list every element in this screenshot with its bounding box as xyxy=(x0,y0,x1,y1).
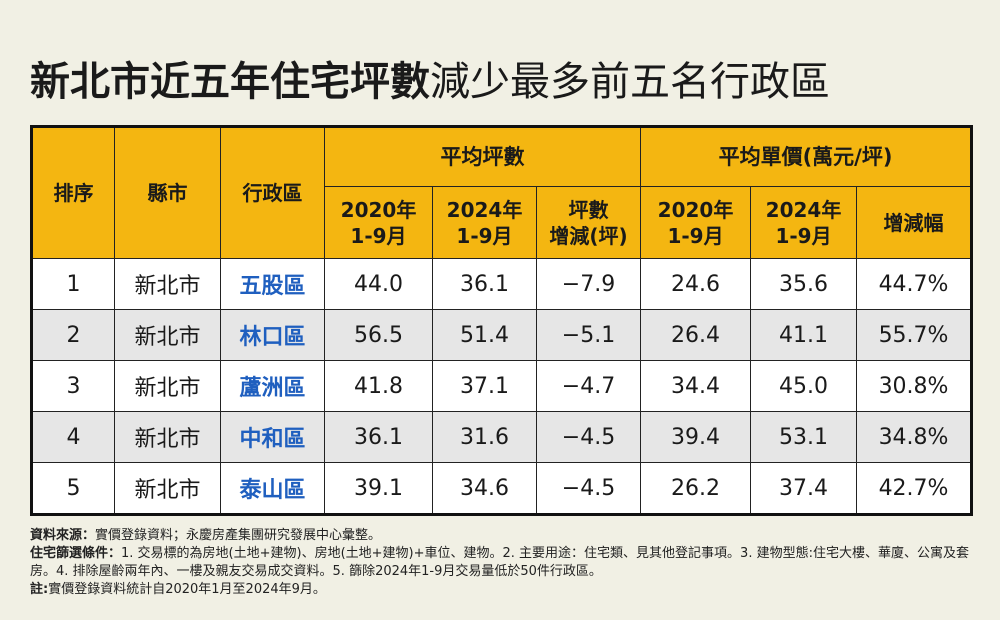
header-line: 增減幅 xyxy=(883,210,944,235)
criteria-text: 1. 交易標的為房地(土地+建物)、房地(土地+建物)+車位、建物。2. 主要用… xyxy=(30,546,969,579)
page-title: 新北市近五年住宅坪數減少最多前五名行政區 xyxy=(30,58,830,106)
header-line: 2024年 xyxy=(765,197,842,222)
header-line: 2024年 xyxy=(446,197,523,222)
cell-district: 中和區 xyxy=(220,411,325,463)
ranking-table: 排序 縣市 行政區 平均坪數 平均單價(萬元/坪) 2020年 1-9月 2024… xyxy=(30,125,974,516)
cell-ping-2024: 36.1 xyxy=(432,258,537,310)
header-ping-2020: 2020年 1-9月 xyxy=(324,186,433,259)
cell-ping-2020: 39.1 xyxy=(324,462,433,515)
cell-rank: 2 xyxy=(31,309,115,361)
cell-ping-2020: 36.1 xyxy=(324,411,433,463)
cell-ping-change: −7.9 xyxy=(535,258,642,310)
cell-ping-change: −4.7 xyxy=(535,360,642,412)
header-price-2024: 2024年 1-9月 xyxy=(750,186,858,259)
cell-price-2020: 39.4 xyxy=(640,411,752,463)
header-price-2020: 2020年 1-9月 xyxy=(640,186,752,259)
title-light: 減少最多前五名行政區 xyxy=(430,59,830,105)
cell-ping-2024: 37.1 xyxy=(432,360,537,412)
cell-price-2024: 41.1 xyxy=(750,309,858,361)
cell-district: 五股區 xyxy=(220,258,325,310)
cell-price-change: 55.7% xyxy=(856,309,973,361)
table-row: 3 新北市 蘆洲區 41.8 37.1 −4.7 34.4 45.0 30.8% xyxy=(31,360,973,412)
source-text: 實價登錄資料；永慶房產集團研究發展中心彙整。 xyxy=(95,528,382,543)
cell-price-2024: 35.6 xyxy=(750,258,858,310)
header-line: 1-9月 xyxy=(350,223,407,248)
cell-rank: 4 xyxy=(31,411,115,463)
cell-price-2024: 45.0 xyxy=(750,360,858,412)
cell-city: 新北市 xyxy=(114,258,221,310)
cell-price-2020: 24.6 xyxy=(640,258,752,310)
cell-price-change: 44.7% xyxy=(856,258,973,310)
footnote-label: 註: xyxy=(30,582,49,597)
cell-price-2024: 53.1 xyxy=(750,411,858,463)
cell-city: 新北市 xyxy=(114,309,221,361)
cell-ping-2020: 44.0 xyxy=(324,258,433,310)
header-price-change: 增減幅 xyxy=(856,186,973,259)
cell-ping-2024: 31.6 xyxy=(432,411,537,463)
table-row: 2 新北市 林口區 56.5 51.4 −5.1 26.4 41.1 55.7% xyxy=(31,309,973,361)
header-district: 行政區 xyxy=(220,126,325,259)
cell-ping-change: −4.5 xyxy=(535,411,642,463)
table-row: 4 新北市 中和區 36.1 31.6 −4.5 39.4 53.1 34.8% xyxy=(31,411,973,463)
header-avg-ping: 平均坪數 xyxy=(323,126,642,187)
cell-price-change: 30.8% xyxy=(856,360,973,412)
cell-city: 新北市 xyxy=(114,462,221,515)
cell-rank: 5 xyxy=(31,462,115,515)
header-line: 2020年 xyxy=(340,197,417,222)
cell-ping-2024: 34.6 xyxy=(432,462,537,515)
cell-rank: 1 xyxy=(31,258,115,310)
cell-price-change: 34.8% xyxy=(856,411,973,463)
table-row: 1 新北市 五股區 44.0 36.1 −7.9 24.6 35.6 44.7% xyxy=(31,258,973,310)
header-line: 1-9月 xyxy=(667,223,724,248)
header-rank: 排序 xyxy=(31,126,115,259)
cell-city: 新北市 xyxy=(114,411,221,463)
header-ping-2024: 2024年 1-9月 xyxy=(432,186,537,259)
cell-price-2020: 34.4 xyxy=(640,360,752,412)
footnote: 註:實價登錄資料統計自2020年1月至2024年9月。 xyxy=(30,581,980,599)
cell-city: 新北市 xyxy=(114,360,221,412)
cell-ping-change: −5.1 xyxy=(535,309,642,361)
title-bold: 新北市近五年住宅坪數 xyxy=(30,59,430,105)
header-city: 縣市 xyxy=(114,126,221,259)
cell-price-2020: 26.2 xyxy=(640,462,752,515)
source-note: 資料來源：實價登錄資料；永慶房產集團研究發展中心彙整。 xyxy=(30,527,980,545)
cell-price-2024: 37.4 xyxy=(750,462,858,515)
cell-district: 林口區 xyxy=(220,309,325,361)
criteria-note: 住宅篩選條件：1. 交易標的為房地(土地+建物)、房地(土地+建物)+車位、建物… xyxy=(30,545,980,581)
cell-district: 泰山區 xyxy=(220,462,325,515)
cell-rank: 3 xyxy=(31,360,115,412)
footnote-text: 實價登錄資料統計自2020年1月至2024年9月。 xyxy=(48,582,326,597)
header-line: 坪數 xyxy=(568,197,609,222)
header-line: 1-9月 xyxy=(456,223,513,248)
cell-ping-2024: 51.4 xyxy=(432,309,537,361)
table-row: 5 新北市 泰山區 39.1 34.6 −4.5 26.2 37.4 42.7% xyxy=(31,462,973,515)
footnotes: 資料來源：實價登錄資料；永慶房產集團研究發展中心彙整。 住宅篩選條件：1. 交易… xyxy=(30,527,980,599)
cell-ping-change: −4.5 xyxy=(535,462,642,515)
cell-ping-2020: 56.5 xyxy=(324,309,433,361)
criteria-label: 住宅篩選條件： xyxy=(30,546,122,561)
header-ping-change: 坪數 增減(坪) xyxy=(535,186,642,259)
header-avg-price: 平均單價(萬元/坪) xyxy=(640,126,973,187)
header-line: 1-9月 xyxy=(775,223,832,248)
cell-ping-2020: 41.8 xyxy=(324,360,433,412)
source-label: 資料來源： xyxy=(30,528,96,543)
cell-price-change: 42.7% xyxy=(856,462,973,515)
cell-price-2020: 26.4 xyxy=(640,309,752,361)
header-line: 增減(坪) xyxy=(549,223,628,248)
cell-district: 蘆洲區 xyxy=(220,360,325,412)
header-line: 2020年 xyxy=(657,197,734,222)
